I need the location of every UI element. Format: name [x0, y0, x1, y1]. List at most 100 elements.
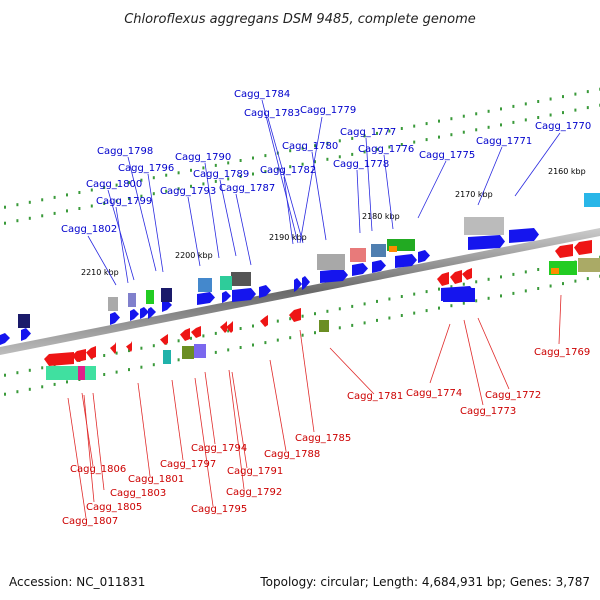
tick-mark	[165, 189, 168, 193]
gene-label: Cagg_1787	[219, 183, 275, 194]
tick-mark	[4, 373, 6, 377]
tick-mark	[524, 289, 527, 293]
tick-mark	[289, 149, 292, 153]
gene-arrow-forward	[110, 312, 120, 325]
tick-mark	[314, 331, 316, 335]
tick-mark	[425, 138, 428, 142]
gene-arrow-reverse	[226, 321, 233, 333]
gene-label: Cagg_1799	[96, 196, 152, 207]
gene-domain-block	[350, 248, 366, 262]
gene-domain-block	[163, 350, 171, 364]
tick-mark	[363, 134, 366, 138]
gene-domain-block	[161, 288, 172, 302]
tick-mark	[462, 114, 465, 118]
callout-line	[147, 173, 164, 273]
tick-mark	[301, 314, 304, 318]
tick-mark	[400, 143, 403, 146]
tick-mark	[524, 102, 527, 106]
callout-line	[127, 156, 157, 272]
tick-mark	[53, 195, 56, 199]
tick-mark	[53, 382, 56, 386]
tick-mark	[413, 140, 416, 144]
tick-mark	[413, 311, 416, 315]
gene-label: Cagg_1797	[160, 459, 216, 470]
tick-mark	[326, 157, 329, 161]
tick-mark	[574, 108, 577, 112]
tick-mark	[165, 173, 168, 177]
tick-mark	[115, 351, 118, 355]
reverse-gene-labels: Cagg_1769 Cagg_1781 Cagg_1774 Cagg_1772 …	[62, 347, 590, 527]
callout-line	[417, 160, 447, 219]
tick-mark	[239, 346, 242, 349]
tick-mark	[363, 321, 366, 325]
tick-mark	[574, 279, 577, 283]
gene-arrow-forward	[418, 250, 430, 263]
gene-label: Cagg_1784	[234, 89, 290, 100]
tick-mark	[128, 181, 130, 185]
callout-line	[137, 382, 151, 477]
gene-label: Cagg_1783	[244, 108, 300, 119]
tick-mark	[388, 316, 391, 320]
tick-mark	[450, 304, 453, 308]
gene-label: Cagg_1807	[62, 516, 118, 527]
tick-mark	[115, 370, 118, 374]
kbp-marker: 2160 kbp	[548, 167, 586, 176]
tick-mark	[500, 294, 502, 298]
gene-label: Cagg_1781	[347, 391, 403, 402]
tick-mark	[326, 309, 329, 313]
gene-label: Cagg_1778	[333, 159, 389, 170]
kbp-marker: 2170 kbp	[455, 190, 493, 199]
gene-label: Cagg_1777	[340, 127, 396, 138]
gene-arrow-forward	[294, 278, 302, 292]
gene-domain-block	[389, 246, 397, 252]
tick-mark	[16, 203, 19, 207]
gene-arrow-forward	[0, 333, 10, 345]
gene-label: Cagg_1802	[61, 224, 117, 235]
gene-label: Cagg_1806	[70, 464, 126, 475]
gene-domain-block	[108, 297, 118, 311]
gene-domain-block	[319, 320, 329, 332]
genome-axis	[0, 228, 600, 355]
tick-mark	[41, 198, 44, 202]
tick-mark	[388, 129, 391, 133]
tick-mark	[376, 318, 378, 322]
tick-mark	[462, 301, 465, 305]
tick-mark	[239, 159, 242, 162]
gene-arrow-reverse	[86, 346, 96, 359]
gene-domain-block	[231, 272, 251, 286]
callout-line	[383, 154, 394, 230]
tick-mark	[264, 341, 267, 345]
tick-mark	[301, 333, 304, 337]
tick-mark	[549, 284, 552, 288]
tick-mark	[214, 163, 217, 167]
tick-mark	[190, 184, 192, 188]
tick-mark	[4, 392, 6, 396]
callout-line	[261, 99, 299, 244]
callout-line	[204, 371, 216, 445]
tick-mark	[586, 277, 589, 281]
tick-mark	[264, 154, 267, 158]
tick-mark	[500, 107, 502, 111]
tick-mark	[252, 324, 254, 328]
tick-mark	[41, 214, 44, 218]
callout-line	[92, 392, 105, 491]
tick-mark	[214, 350, 217, 354]
tick-mark	[239, 175, 242, 178]
gene-arrow-forward	[320, 269, 348, 283]
tick-mark	[41, 385, 44, 389]
callout-line	[558, 294, 562, 345]
gene-arrow-forward	[395, 254, 417, 268]
tick-mark	[66, 193, 68, 197]
gene-arrow-reverse	[437, 272, 449, 286]
tick-mark	[512, 291, 515, 295]
gene-arrow-forward	[259, 285, 271, 298]
gene-label: Cagg_1803	[110, 488, 166, 499]
callout-line	[228, 369, 245, 490]
tick-mark	[314, 312, 316, 316]
gene-label: Cagg_1773	[460, 406, 516, 417]
genome-title: Chloroflexus aggregans DSM 9485, complet…	[124, 12, 476, 27]
tick-mark	[475, 128, 478, 132]
tick-mark	[338, 326, 341, 330]
tick-mark	[438, 306, 440, 310]
gene-arrow-reverse	[450, 270, 462, 284]
